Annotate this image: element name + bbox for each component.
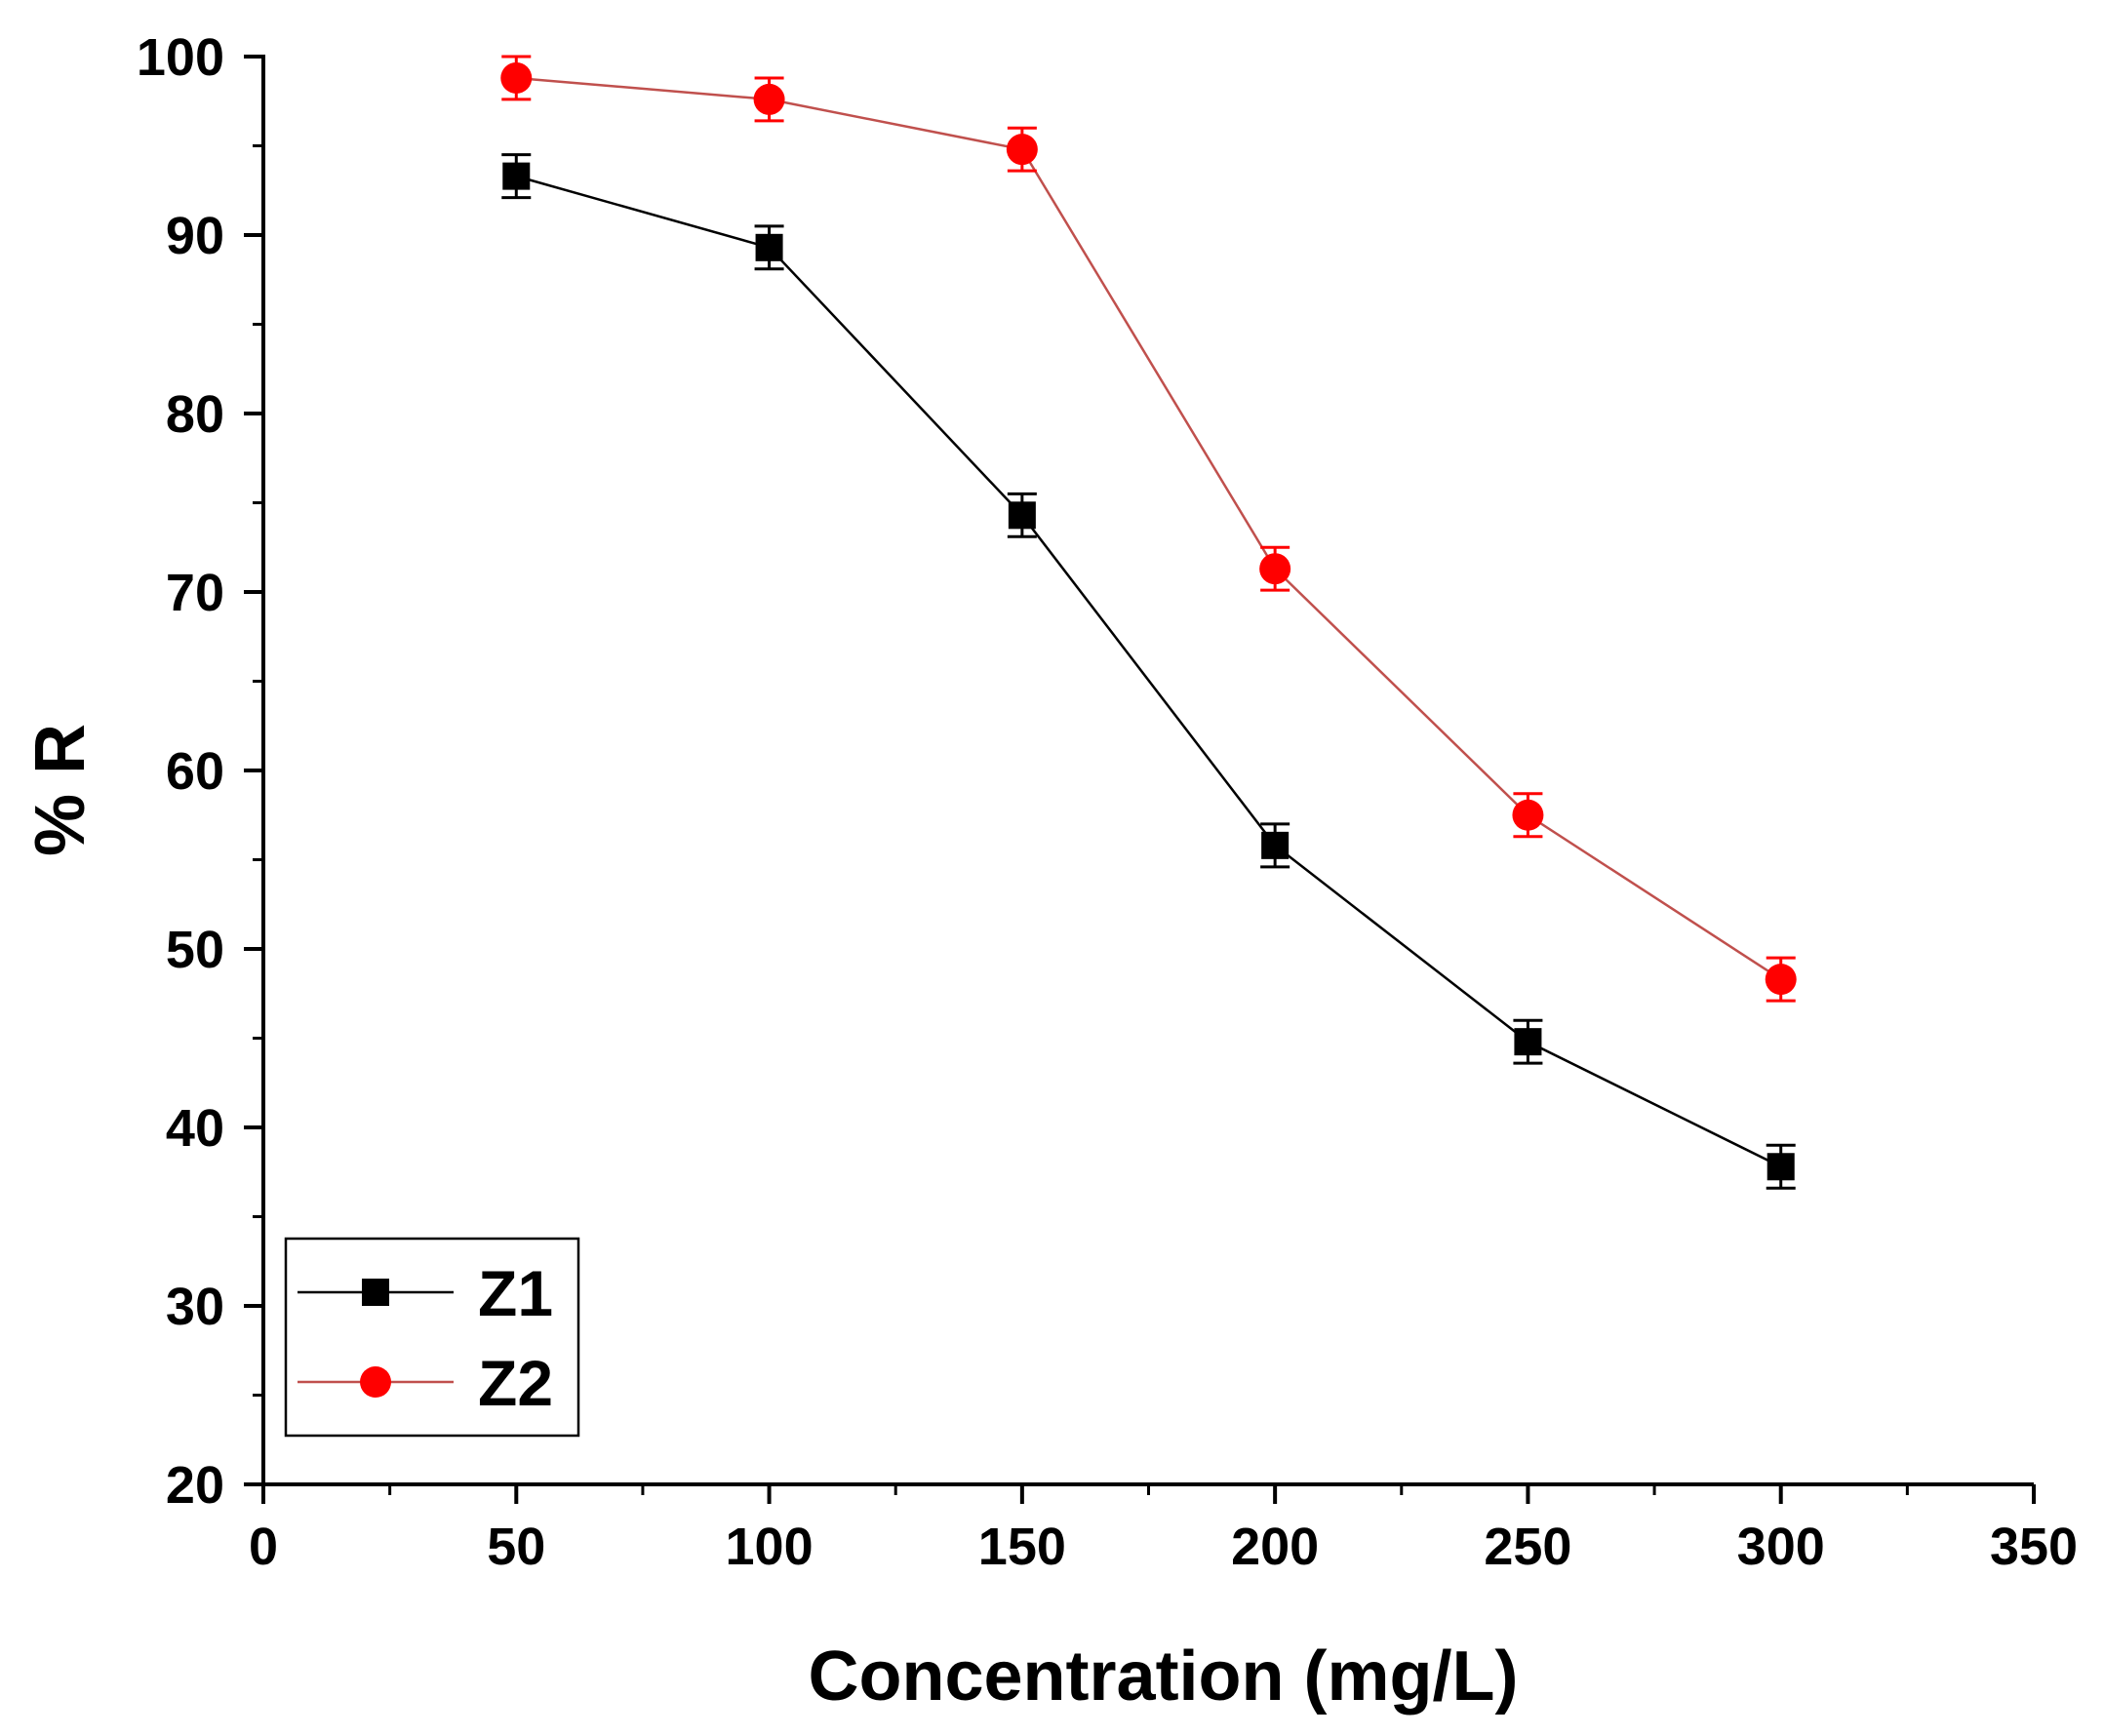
y-tick-label: 90	[166, 207, 224, 265]
legend-item-z2: Z2	[298, 1347, 553, 1419]
legend-label: Z2	[478, 1347, 553, 1419]
x-tick-label: 300	[1737, 1518, 1825, 1576]
data-point	[1767, 1153, 1795, 1181]
x-tick-label: 350	[1990, 1518, 2078, 1576]
x-tick-label: 0	[249, 1518, 278, 1576]
axes-layer: 0 50 100 150 200 250 300 350 20 30 40 50 60 70 80 90 100…	[21, 28, 2078, 1716]
data-point	[1514, 1028, 1542, 1056]
y-tick-label: 100	[137, 28, 224, 87]
data-point	[1765, 964, 1797, 996]
data-point	[500, 61, 533, 94]
y-tick-label: 60	[166, 742, 224, 801]
legend-label: Z1	[478, 1257, 553, 1329]
data-point	[1008, 501, 1036, 530]
x-tick-label: 200	[1231, 1518, 1319, 1576]
series-line	[515, 175, 1782, 1168]
data-point	[1006, 134, 1038, 166]
x-tick-label: 100	[726, 1518, 814, 1576]
legend-box	[284, 1237, 580, 1438]
data-point	[1261, 831, 1290, 859]
series-line	[516, 76, 1782, 981]
data-point	[1259, 553, 1291, 585]
y-tick-label: 40	[166, 1099, 224, 1158]
series-z2	[500, 55, 1797, 1003]
y-tick-label: 20	[166, 1456, 224, 1515]
y-tick-label: 70	[166, 564, 224, 622]
y-axis-title: % R	[21, 724, 99, 856]
x-axis-title: Concentration (mg/L)	[809, 1637, 1519, 1716]
data-point	[1512, 799, 1544, 831]
series-z1	[501, 153, 1796, 1190]
y-tick-label: 80	[166, 385, 224, 444]
legend-marker	[360, 1366, 391, 1398]
y-tick-label: 30	[166, 1278, 224, 1336]
series-layer	[500, 55, 1797, 1190]
data-point	[755, 233, 783, 261]
data-point	[502, 162, 531, 190]
data-point	[753, 83, 785, 115]
x-tick-label: 50	[487, 1518, 545, 1576]
legend-marker	[362, 1279, 389, 1306]
legend-item-z1: Z1	[298, 1257, 553, 1329]
x-tick-label: 150	[978, 1518, 1066, 1576]
x-tick-label: 250	[1484, 1518, 1571, 1576]
y-tick-label: 50	[166, 921, 224, 979]
